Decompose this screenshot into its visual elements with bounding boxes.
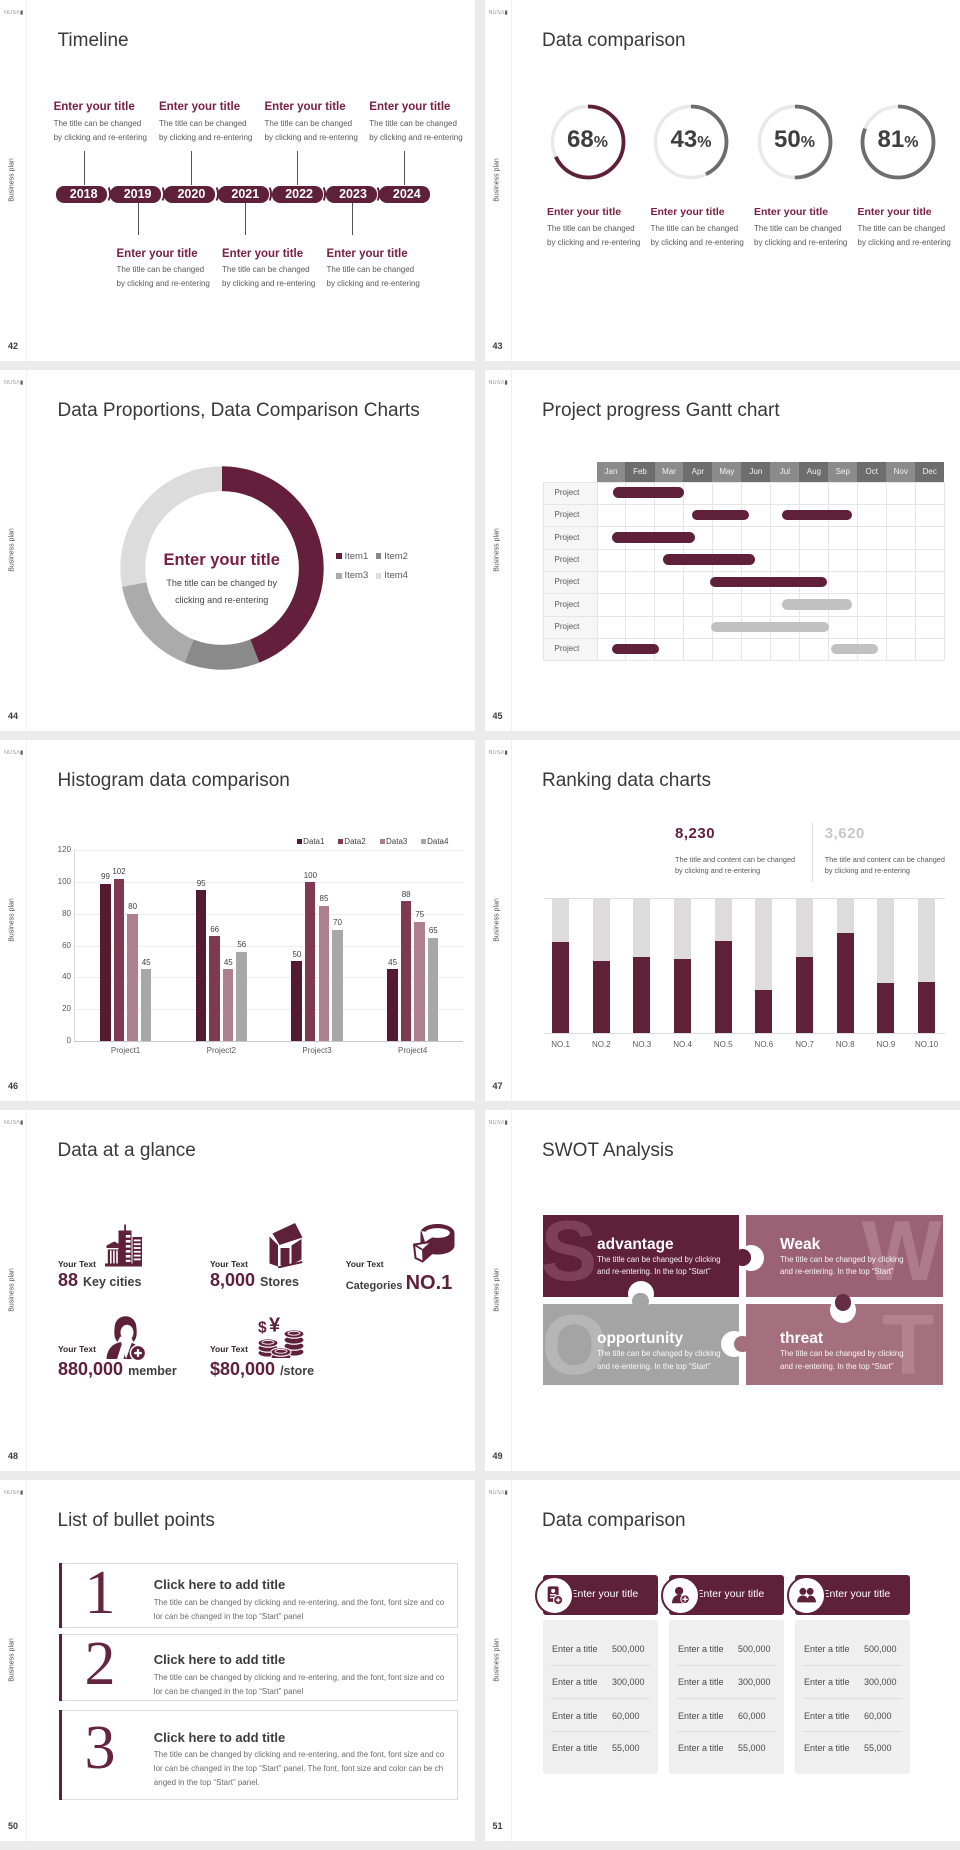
svg-text:$: $ <box>258 1320 267 1337</box>
svg-text:¥: ¥ <box>269 1316 281 1337</box>
